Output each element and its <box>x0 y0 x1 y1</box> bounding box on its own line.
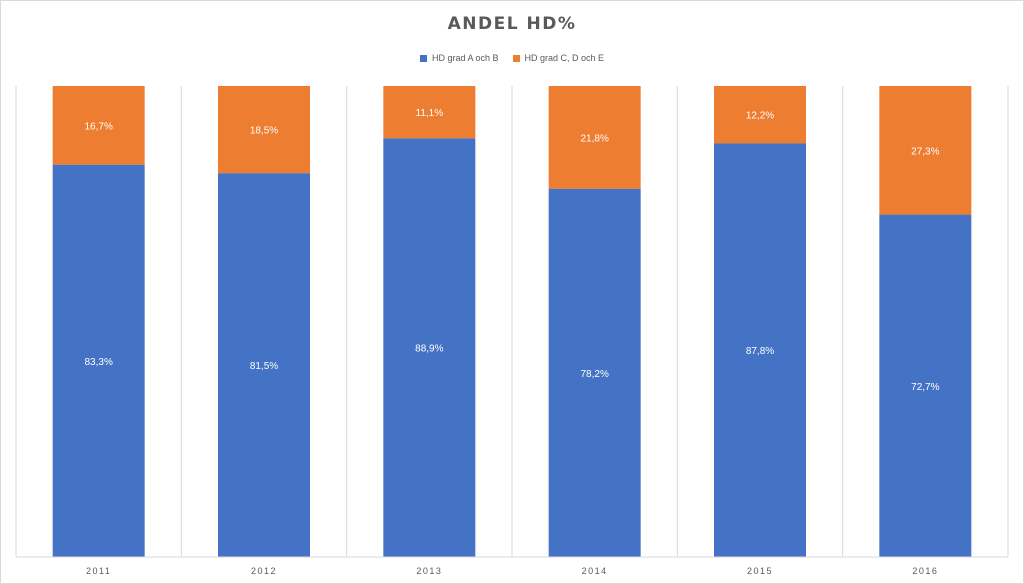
legend-item-series-2: HD grad C, D och E <box>512 53 605 63</box>
bar-hd-grad-c-d-och-e-2013 <box>383 86 476 139</box>
legend-label-series-2: HD grad C, D och E <box>524 53 605 63</box>
x-tick-label-2016: 2016 <box>912 566 938 576</box>
x-tick-label-2012: 2012 <box>251 566 277 576</box>
data-label-a-b-2011: 83,3% <box>84 357 112 368</box>
bar-hd-grad-a-och-b-2012 <box>218 173 310 557</box>
x-tick-label-2011: 2011 <box>86 566 111 576</box>
bar-hd-grad-c-d-och-e-2015 <box>714 86 806 144</box>
bar-hd-grad-c-d-och-e-2016 <box>879 86 972 215</box>
legend-label-series-1: HD grad A och B <box>431 53 499 63</box>
chart-legend: HD grad A och B HD grad C, D och E <box>0 53 1024 63</box>
bar-hd-grad-c-d-och-e-2014 <box>548 86 641 189</box>
legend-swatch-series-2 <box>512 54 520 62</box>
data-label-a-b-2014: 78,2% <box>580 369 608 380</box>
bar-hd-grad-c-d-och-e-2012 <box>218 86 310 174</box>
bar-hd-grad-a-och-b-2014 <box>548 188 641 558</box>
chart-title: ANDEL HD% <box>447 14 577 34</box>
x-tick-label-2014: 2014 <box>582 566 608 576</box>
data-label-c-d-e-2011: 16,7% <box>84 121 112 132</box>
bar-hd-grad-a-och-b-2011 <box>52 164 145 558</box>
legend-swatch-series-1 <box>419 54 427 62</box>
bar-hd-grad-c-d-och-e-2011 <box>52 86 145 165</box>
x-tick-label-2013: 2013 <box>416 566 442 576</box>
data-label-a-b-2016: 72,7% <box>911 382 939 393</box>
bar-hd-grad-a-och-b-2015 <box>714 143 806 557</box>
data-label-a-b-2013: 88,9% <box>415 344 443 355</box>
data-label-a-b-2012: 81,5% <box>250 361 278 372</box>
x-tick-label-2015: 2015 <box>747 566 773 576</box>
data-label-c-d-e-2014: 21,8% <box>580 133 608 144</box>
bar-hd-grad-a-och-b-2013 <box>383 138 476 557</box>
data-label-c-d-e-2016: 27,3% <box>911 146 939 157</box>
bar-hd-grad-a-och-b-2016 <box>879 214 972 557</box>
legend-item-series-1: HD grad A och B <box>419 53 499 63</box>
data-label-a-b-2015: 87,8% <box>746 346 774 357</box>
data-label-c-d-e-2012: 18,5% <box>250 126 278 137</box>
data-label-c-d-e-2013: 11,1% <box>416 108 444 119</box>
data-label-c-d-e-2015: 12,2% <box>746 111 774 122</box>
